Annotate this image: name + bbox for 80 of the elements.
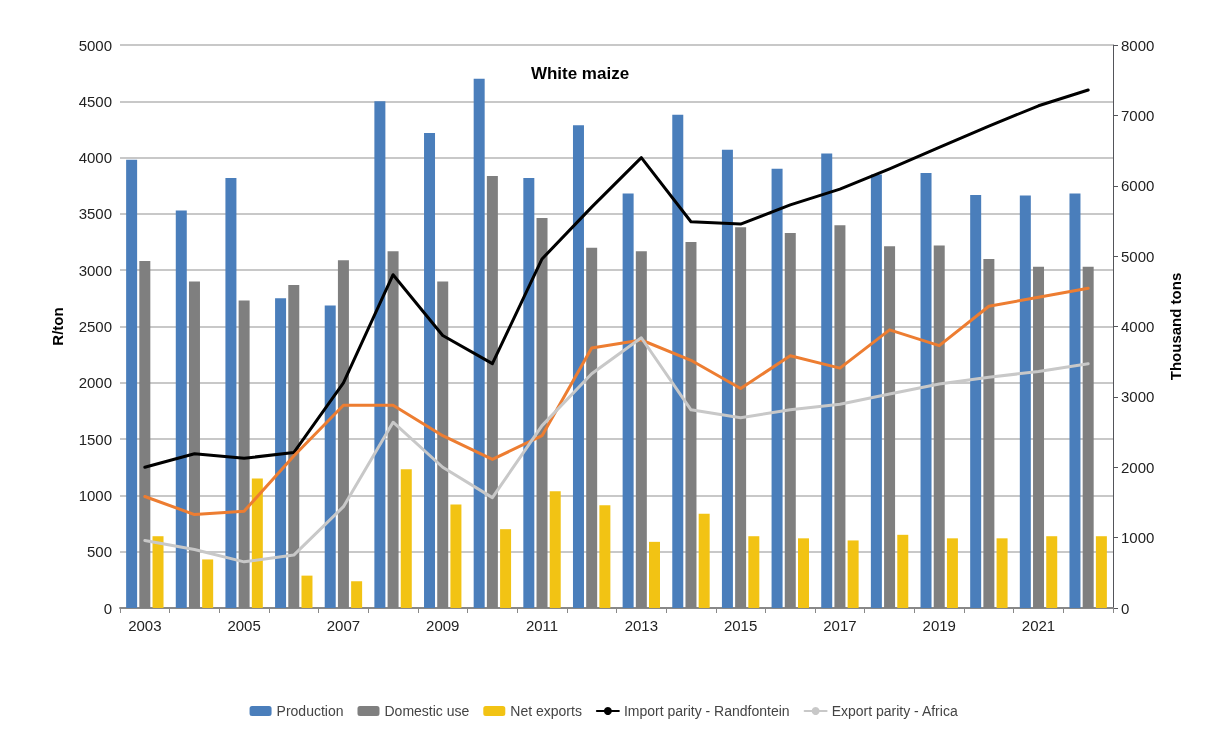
- bar: [400, 469, 412, 608]
- bar: [225, 178, 237, 608]
- bar: [450, 504, 462, 608]
- y-tick-label: 1500: [78, 430, 112, 448]
- bar: [175, 210, 187, 608]
- x-tick-label: 2013: [624, 617, 659, 634]
- bar: [1095, 536, 1107, 608]
- bar: [920, 173, 932, 608]
- bar: [374, 101, 386, 608]
- y2-tick-label: 0: [1121, 599, 1130, 617]
- bar: [672, 114, 684, 608]
- bar: [821, 153, 833, 608]
- x-tick-label: 2003: [128, 617, 162, 634]
- legend-label: Export parity - Africa: [831, 703, 958, 719]
- y2-tick-label: 7000: [1121, 106, 1155, 124]
- line-series: [143, 286, 1090, 517]
- bar: [251, 478, 263, 608]
- bar: [324, 305, 336, 608]
- y2-tick-label: 4000: [1121, 318, 1155, 335]
- bar: [301, 575, 313, 608]
- bar: [897, 534, 909, 608]
- bar: [946, 538, 958, 608]
- x-tick-label: 2011: [525, 617, 559, 634]
- y2-tick-label: 5000: [1121, 247, 1155, 265]
- y2-tick-label: 2000: [1121, 458, 1155, 476]
- y-tick-label: 1000: [78, 486, 112, 504]
- bar: [870, 174, 882, 608]
- y2-axis-title: Thousand tons: [1167, 272, 1184, 381]
- y-tick-label: 500: [86, 543, 112, 561]
- bar: [572, 125, 584, 608]
- y-tick-label: 5000: [78, 36, 112, 54]
- y-tick-label: 2500: [78, 318, 112, 335]
- legend-label: Net exports: [510, 703, 582, 719]
- legend-label: Domestic use: [384, 703, 470, 719]
- bar: [1019, 195, 1031, 608]
- legend-label: Production: [276, 703, 344, 719]
- bar: [549, 491, 561, 608]
- bar: [847, 540, 859, 608]
- bar: [126, 159, 138, 608]
- y-tick-label: 4000: [78, 149, 112, 167]
- bar: [599, 505, 611, 608]
- y2-tick-label: 1000: [1121, 529, 1155, 547]
- bar: [970, 194, 982, 608]
- bar: [473, 78, 485, 608]
- bar: [523, 178, 535, 608]
- x-tick-label: 2017: [823, 617, 857, 634]
- y2-tick-label: 8000: [1121, 36, 1155, 54]
- bar: [622, 193, 634, 608]
- legend-label: Import parity - Randfontein: [623, 703, 790, 719]
- bar: [996, 538, 1008, 608]
- bar: [424, 132, 436, 608]
- x-tick-label: 2009: [426, 617, 460, 634]
- x-tick-label: 2005: [227, 617, 261, 634]
- bar: [797, 538, 809, 608]
- y-tick-label: 2000: [78, 374, 112, 392]
- bar: [152, 536, 164, 608]
- x-tick-label: 2007: [326, 617, 361, 634]
- bar: [351, 581, 363, 608]
- bar: [698, 513, 710, 608]
- y-tick-label: 3000: [78, 261, 112, 279]
- x-tick-label: 2021: [1021, 617, 1056, 634]
- bar: [202, 559, 214, 608]
- bar: [721, 149, 733, 608]
- y-tick-label: 4500: [78, 92, 112, 110]
- y-tick-label: 3500: [78, 205, 112, 223]
- x-tick-label: 2015: [723, 617, 758, 634]
- x-tick-label: 2019: [922, 617, 956, 634]
- bar: [275, 298, 287, 608]
- line-series: [143, 88, 1090, 469]
- bar: [748, 536, 760, 608]
- bar: [1069, 193, 1081, 608]
- bar: [771, 168, 783, 608]
- bar: [1046, 536, 1058, 608]
- y2-tick-label: 3000: [1121, 388, 1155, 406]
- bar: [649, 541, 661, 608]
- bar: [500, 529, 512, 608]
- y2-tick-label: 6000: [1121, 177, 1155, 195]
- y-tick-label: 0: [103, 599, 112, 617]
- text: White maize: [530, 64, 630, 83]
- y-axis-title: R/ton: [49, 307, 66, 346]
